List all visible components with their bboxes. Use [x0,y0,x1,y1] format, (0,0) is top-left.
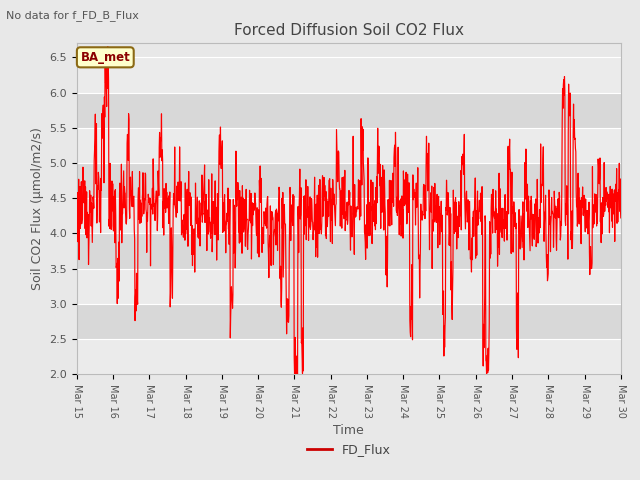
Title: Forced Diffusion Soil CO2 Flux: Forced Diffusion Soil CO2 Flux [234,23,464,38]
Bar [77,163,621,198]
Bar [77,93,621,128]
Bar [77,304,621,339]
Bar [77,269,621,304]
Y-axis label: Soil CO2 Flux (μmol/m2/s): Soil CO2 Flux (μmol/m2/s) [31,127,44,290]
Legend: FD_Flux: FD_Flux [302,438,396,461]
Text: BA_met: BA_met [81,51,130,64]
Bar [77,198,621,233]
Bar [77,339,621,374]
X-axis label: Time: Time [333,424,364,437]
Text: No data for f_FD_B_Flux: No data for f_FD_B_Flux [6,10,140,21]
Bar [77,128,621,163]
Bar [77,233,621,269]
Bar [77,57,621,93]
